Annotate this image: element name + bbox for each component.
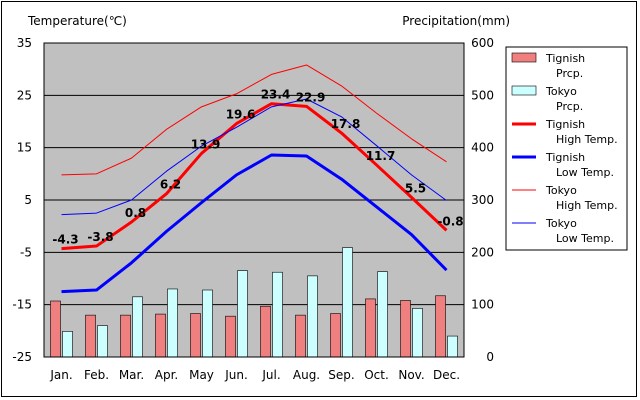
legend-label: Tignish <box>545 118 585 131</box>
left-tick-label: 15 <box>17 141 32 155</box>
x-tick-label: Oct. <box>364 368 389 382</box>
legend-label: Tokyo <box>545 184 577 197</box>
data-label: 19.6 <box>226 108 256 122</box>
bar-tignish-prcp <box>155 313 166 358</box>
right-tick-label: 0 <box>486 350 494 364</box>
bar-tignish-prcp <box>260 305 271 358</box>
data-label: 6.2 <box>160 178 181 192</box>
legend-label: Tignish <box>545 151 585 164</box>
bar-tokyo-prcp <box>97 325 108 358</box>
data-label: 5.5 <box>405 181 426 195</box>
x-tick-label: Dec. <box>433 368 460 382</box>
bar-tignish-prcp <box>225 315 236 358</box>
x-tick-label: Jan. <box>49 368 72 382</box>
bar-tokyo-prcp <box>237 270 248 358</box>
x-tick-label: Apr. <box>155 368 178 382</box>
x-tick-label: Nov. <box>398 368 424 382</box>
bar-tignish-prcp <box>85 314 96 358</box>
bar-tokyo-prcp <box>202 289 213 358</box>
x-tick-label: Sep. <box>328 368 354 382</box>
bar-tokyo-prcp <box>272 271 283 358</box>
data-label: 23.4 <box>261 88 291 102</box>
legend-label: Low Temp. <box>556 232 614 245</box>
legend-swatch <box>511 85 537 96</box>
legend-label: High Temp. <box>556 133 618 146</box>
legend-label: Tignish <box>545 52 585 65</box>
legend: Tignish Prcp. Tokyo Prcp. Tignish High Temp. T… <box>505 46 628 251</box>
right-axis-title: Precipitation(mm) <box>402 14 510 28</box>
legend-label: Prcp. <box>556 67 583 80</box>
data-label: -3.8 <box>87 230 113 244</box>
left-tick-label: 35 <box>17 36 32 50</box>
bar-tignish-prcp <box>190 313 201 358</box>
line-tokyo-high-temp <box>61 64 447 176</box>
legend-box <box>505 46 628 251</box>
bar-tokyo-prcp <box>447 335 458 358</box>
right-tick-label: 500 <box>471 88 494 102</box>
x-tick-label: Mar. <box>119 368 144 382</box>
x-tick-label: Aug. <box>293 368 320 382</box>
x-tick-label: Jul. <box>261 368 280 382</box>
data-label: 22.9 <box>296 90 326 104</box>
left-tick-label: 25 <box>17 88 32 102</box>
temperature-lines <box>61 64 448 294</box>
left-axis-title: Temperature(℃) <box>27 14 127 28</box>
bar-tignish-prcp <box>120 314 131 358</box>
left-tick-label: 5 <box>24 193 32 207</box>
legend-label: High Temp. <box>556 199 618 212</box>
axes: 35 25 15 5 -5 -15 -25 600 500 400 300 200 100 0 Jan. Fe… <box>12 36 494 382</box>
data-label: -4.3 <box>52 233 78 247</box>
data-label: 11.7 <box>366 149 396 163</box>
left-tick-label: -15 <box>12 298 32 312</box>
bar-tokyo-prcp <box>412 308 423 358</box>
plot-border <box>43 42 465 358</box>
line-tignish-high-temp <box>61 102 448 251</box>
x-tick-label: Feb. <box>84 368 109 382</box>
data-label: 13.9 <box>191 137 221 151</box>
bar-tokyo-prcp <box>307 275 318 358</box>
bar-tignish-prcp <box>365 298 376 358</box>
right-tick-label: 200 <box>471 245 494 259</box>
right-tick-label: 600 <box>471 36 494 50</box>
bar-tignish-prcp <box>295 314 306 358</box>
bar-tokyo-prcp <box>342 247 353 358</box>
bar-tignish-prcp <box>50 300 61 358</box>
data-labels: -4.3 -3.8 0.8 6.2 13.9 19.6 23.4 22.9 17.8 11.7 5.… <box>52 88 463 247</box>
legend-swatch <box>511 52 537 63</box>
bar-tokyo-prcp <box>377 271 388 358</box>
line-tignish-low-temp <box>61 153 448 294</box>
data-label: -0.8 <box>437 214 463 228</box>
left-tick-label: -5 <box>20 245 32 259</box>
data-label: 17.8 <box>331 117 361 131</box>
right-tick-label: 300 <box>471 193 494 207</box>
legend-label: Prcp. <box>556 100 583 113</box>
legend-label: Low Temp. <box>556 166 614 179</box>
line-tokyo-low-temp <box>61 98 447 216</box>
legend-label: Tokyo <box>545 85 577 98</box>
bar-tokyo-prcp <box>132 296 143 358</box>
left-tick-label: -25 <box>12 350 32 364</box>
right-tick-label: 100 <box>471 298 494 312</box>
bar-tokyo-prcp <box>62 331 73 358</box>
data-label: 0.8 <box>125 206 146 220</box>
x-tick-label: Jun. <box>224 368 248 382</box>
bar-tignish-prcp <box>435 295 446 358</box>
right-tick-label: 400 <box>471 141 494 155</box>
bar-tokyo-prcp <box>167 288 178 358</box>
bar-tignish-prcp <box>330 313 341 358</box>
precipitation-bars <box>50 247 458 358</box>
bar-tignish-prcp <box>400 300 411 358</box>
legend-label: Tokyo <box>545 217 577 230</box>
x-tick-label: May <box>189 368 214 382</box>
